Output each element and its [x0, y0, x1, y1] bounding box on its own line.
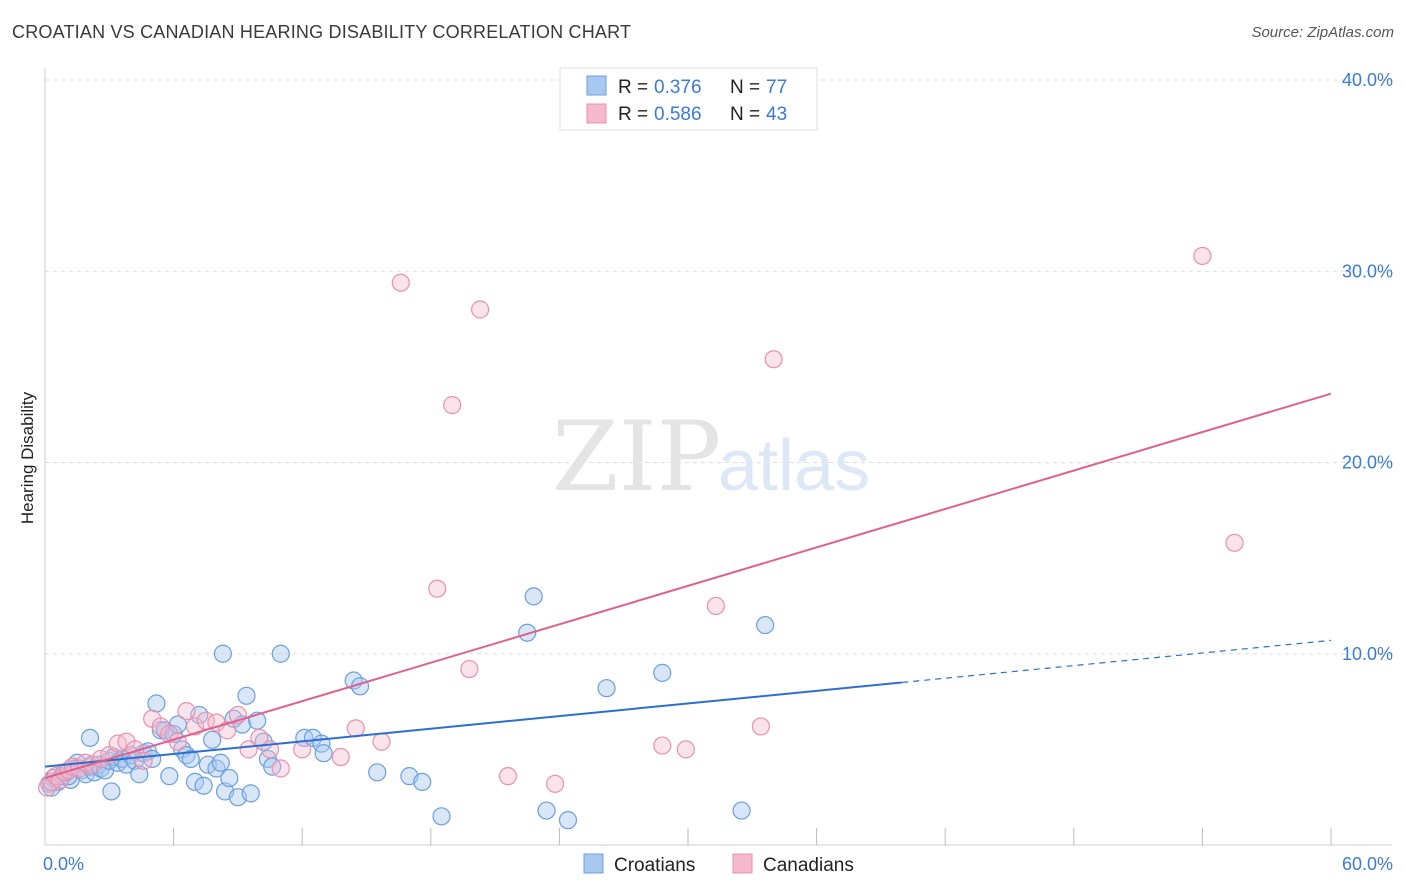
grid: [45, 79, 1392, 655]
croatians-trend-extension: [902, 639, 1332, 684]
croatian-point: [185, 772, 205, 791]
canadian-point: [239, 740, 258, 759]
canadian-point: [331, 747, 350, 767]
legend-r-value-croatians: 0.376: [654, 77, 702, 98]
croatians-trend-line: [44, 681, 903, 768]
legend-n-value-croatians: 77: [766, 77, 787, 98]
bottom-swatch-canadians: [732, 853, 753, 874]
croatian-point: [181, 749, 200, 769]
canadian-point: [498, 767, 518, 786]
croatian-point: [314, 744, 333, 763]
croatian-point: [368, 763, 387, 782]
top-legend: R = 0.376 N = 77 R = 0.586 N = 43: [559, 67, 818, 131]
canadian-point: [134, 751, 153, 770]
croatian-point: [732, 801, 751, 820]
canadian-point: [1193, 246, 1212, 266]
y-axis-label: Hearing Disability: [18, 391, 37, 524]
legend-r-label-canadians: R =: [618, 104, 648, 125]
croatians-points: [40, 587, 775, 830]
canadian-point: [185, 717, 205, 736]
tick-labels: 10.0% 20.0% 30.0% 40.0% 0.0% 60.0%: [43, 70, 1393, 874]
canadian-point: [293, 740, 312, 759]
croatian-point: [653, 663, 672, 682]
canadian-point: [676, 740, 695, 759]
croatian-point: [558, 811, 578, 830]
canadian-point: [470, 300, 490, 319]
source-label: Source: ZipAtlas.com: [1251, 24, 1394, 41]
trend-lines: [44, 392, 1332, 780]
canadian-point: [751, 717, 770, 736]
y-tick-label: 30.0%: [1342, 261, 1393, 281]
canadians-points: [38, 246, 1244, 797]
x-tick-label: 0.0%: [43, 854, 84, 874]
bottom-legend: Croatians Canadians: [583, 853, 854, 876]
croatian-point: [524, 587, 543, 606]
canadian-point: [706, 596, 725, 616]
croatian-point: [271, 644, 290, 663]
legend-r-label-croatians: R =: [618, 77, 648, 98]
croatian-point: [80, 728, 100, 748]
legend-n-label-canadians: N =: [730, 104, 760, 125]
legend-r-value-canadians: 0.586: [654, 104, 702, 125]
chart-title: CROATIAN VS CANADIAN HEARING DISABILITY …: [12, 22, 632, 42]
croatian-point: [213, 644, 232, 663]
watermark-zip: ZIP: [552, 401, 721, 513]
canadian-point: [271, 759, 290, 778]
canadian-point: [764, 350, 783, 369]
croatian-point: [117, 755, 136, 774]
croatian-point: [211, 753, 230, 772]
croatian-point: [756, 615, 775, 635]
canadians-trend-line: [44, 392, 1332, 780]
croatian-point: [432, 807, 451, 826]
canadian-point: [218, 721, 237, 740]
bottom-legend-croatians: Croatians: [614, 855, 695, 876]
y-tick-label: 40.0%: [1342, 70, 1393, 90]
canadian-point: [443, 396, 462, 415]
croatian-point: [102, 782, 121, 801]
canadian-point: [1225, 533, 1244, 552]
canadian-point: [653, 736, 672, 755]
watermark: ZIP atlas: [552, 401, 870, 513]
x-tick-label: 60.0%: [1342, 854, 1393, 874]
croatian-point: [413, 772, 432, 791]
croatian-point: [518, 623, 537, 642]
canadian-point: [391, 273, 410, 292]
canadian-point: [460, 659, 479, 679]
canadian-point: [546, 774, 565, 793]
croatian-point: [194, 776, 213, 795]
y-tick-label: 20.0%: [1342, 453, 1393, 473]
canadian-point: [177, 702, 196, 721]
watermark-atlas: atlas: [718, 426, 870, 506]
legend-n-value-canadians: 43: [766, 104, 787, 125]
canadian-point: [428, 579, 447, 598]
axes: [44, 68, 1392, 846]
legend-n-label-croatians: N =: [730, 77, 760, 98]
croatian-point: [241, 784, 260, 803]
legend-swatch-croatians: [586, 75, 607, 96]
bottom-swatch-croatians: [583, 853, 604, 874]
croatian-point: [203, 730, 222, 749]
croatian-point: [130, 765, 149, 784]
croatian-point: [160, 767, 179, 786]
croatian-point: [597, 679, 616, 698]
y-tick-label: 10.0%: [1342, 644, 1393, 664]
croatian-point: [537, 801, 556, 820]
bottom-legend-canadians: Canadians: [763, 855, 854, 876]
croatian-point: [220, 768, 239, 788]
canadian-point: [372, 732, 391, 751]
canadian-point: [346, 719, 365, 738]
croatian-point: [147, 694, 166, 713]
legend-swatch-canadians: [586, 103, 607, 124]
croatian-point: [237, 686, 256, 705]
